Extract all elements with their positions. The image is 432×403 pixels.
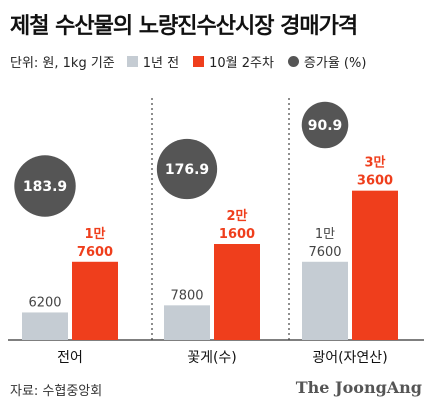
- growth-bubble-1: [14, 155, 76, 217]
- bar-previous-1: [22, 312, 68, 340]
- data-label-current-1-line-2: 7600: [77, 245, 113, 260]
- data-label-previous-2-line-1: 7800: [170, 288, 203, 303]
- chart-title: 제철 수산물의 노량진수산시장 경매가격: [10, 14, 358, 39]
- brand-logo: The JoongAng: [295, 378, 422, 397]
- category-label-3: 광어(자연산): [312, 350, 387, 366]
- category-label-2: 꽃게(수): [187, 350, 237, 366]
- bar-current-3: [352, 190, 398, 340]
- legend-swatch-growth: [287, 55, 299, 67]
- legend-label-current: 10월 2주차: [209, 55, 274, 71]
- bar-current-1: [72, 261, 118, 340]
- data-label-current-2-line-1: 2만: [226, 208, 247, 224]
- data-label-previous-1-line-1: 6200: [28, 295, 61, 310]
- data-label-current-2-line-2: 1600: [219, 227, 255, 242]
- data-label-current-3-line-1: 3만: [364, 155, 385, 171]
- legend-label-growth: 증가율 (%): [303, 55, 367, 71]
- data-label-previous-3-line-1: 1만: [315, 227, 335, 242]
- data-label-current-1-line-1: 1만: [84, 226, 105, 242]
- growth-label-1: 183.9: [23, 179, 67, 195]
- legend: 단위: 원, 1kg 기준 1년 전 10월 2주차 증가율 (%): [10, 52, 380, 71]
- legend-swatch-current: [193, 55, 205, 67]
- legend-label-previous: 1년 전: [142, 55, 180, 71]
- source-note: 자료: 수협중앙회: [10, 384, 103, 399]
- growth-bubble-3: [301, 101, 349, 149]
- data-label-previous-3-line-2: 7600: [308, 245, 341, 260]
- data-label-current-3-line-2: 3600: [357, 174, 393, 189]
- growth-label-2: 176.9: [165, 162, 209, 178]
- category-label-1: 전어: [57, 350, 83, 366]
- unit-label: 단위: 원, 1kg 기준: [10, 55, 115, 71]
- growth-label-3: 90.9: [308, 118, 343, 134]
- bar-current-2: [214, 244, 260, 340]
- legend-swatch-previous: [126, 55, 138, 67]
- bar-previous-3: [302, 261, 348, 340]
- bar-previous-2: [164, 305, 210, 340]
- growth-bubble-2: [156, 138, 218, 200]
